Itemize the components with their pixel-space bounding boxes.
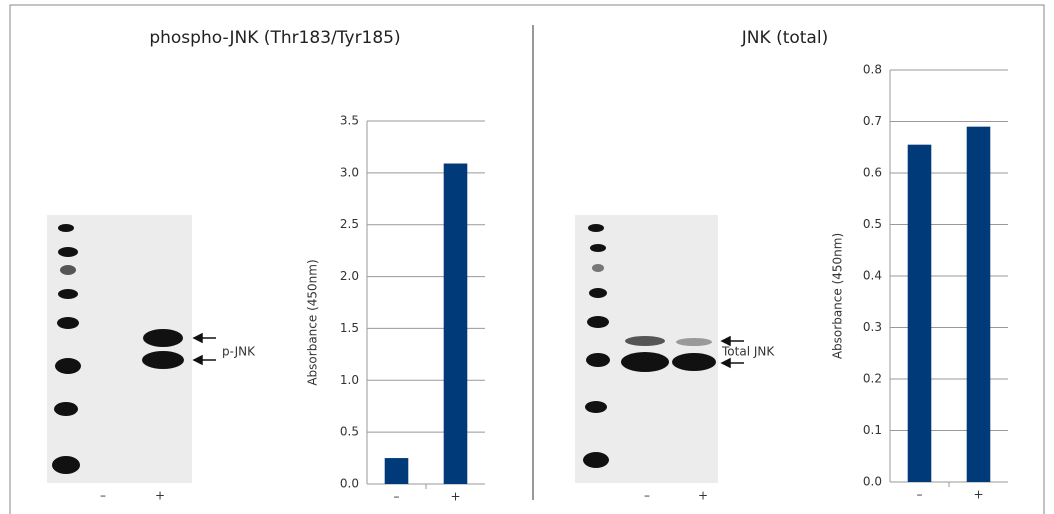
lane-label: +: [698, 489, 708, 503]
y-tick-label: 3.5: [340, 114, 359, 128]
x-tick-label: +: [450, 490, 460, 504]
lane-label: –: [644, 489, 650, 503]
y-tick-label: 0.0: [340, 477, 359, 491]
y-tick-label: 0.5: [863, 217, 882, 231]
y-tick-label: 0.6: [863, 166, 882, 180]
bar: [444, 164, 468, 484]
y-tick-label: 0.3: [863, 320, 882, 334]
blot-label: Total JNK: [721, 345, 775, 359]
blot-image: [47, 215, 192, 483]
x-tick-label: –: [394, 490, 400, 504]
y-tick-label: 3.0: [340, 165, 359, 179]
arrows: [194, 334, 216, 364]
lane-label: +: [155, 489, 165, 503]
y-tick-label: 0.7: [863, 114, 882, 128]
bar: [908, 145, 932, 482]
chart-title: JNK (total): [741, 28, 828, 48]
y-tick-label: 0.5: [340, 425, 359, 439]
y-axis-label: Absorbance (450nm): [306, 259, 320, 385]
bar: [385, 458, 409, 484]
y-tick-label: 2.0: [340, 269, 359, 283]
y-tick-label: 0.4: [863, 269, 882, 283]
chart-title: phospho-JNK (Thr183/Tyr185): [149, 28, 400, 48]
x-tick-label: –: [917, 488, 923, 502]
y-tick-label: 0.0: [863, 475, 882, 489]
y-tick-label: 1.5: [340, 321, 359, 335]
y-tick-label: 0.2: [863, 372, 882, 386]
y-tick-label: 1.0: [340, 373, 359, 387]
y-tick-label: 0.1: [863, 423, 882, 437]
y-tick-label: 0.8: [863, 63, 882, 77]
blot-label: p-JNK: [222, 345, 256, 359]
blot-image: [575, 215, 718, 483]
y-tick-label: 2.5: [340, 217, 359, 231]
lane-label: –: [100, 489, 106, 503]
x-tick-label: +: [973, 488, 983, 502]
y-axis-label: Absorbance (450nm): [831, 233, 845, 359]
bar: [967, 127, 991, 482]
figure: p-JNK – + Total JNK – + phospho-JNK (Thr…: [0, 0, 1054, 514]
